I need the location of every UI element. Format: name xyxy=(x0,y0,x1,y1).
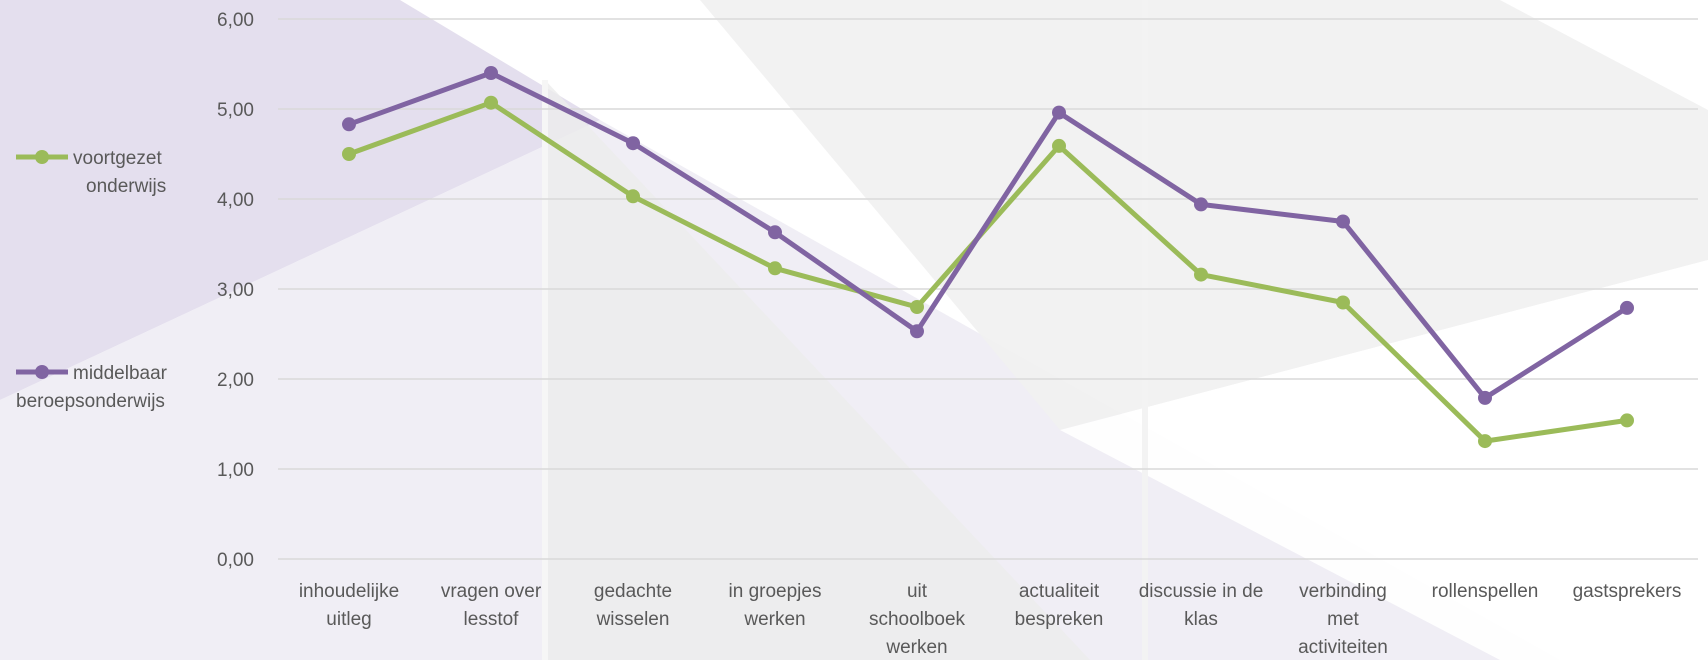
x-tick-label: rollenspellen xyxy=(1432,581,1539,602)
x-tick-label: in groepjes werken xyxy=(729,581,822,630)
legend-label: middelbaar beroepsonderwijs xyxy=(16,363,168,412)
data-point xyxy=(1336,295,1350,310)
x-tick-label: vragen over lesstof xyxy=(441,581,542,630)
data-point xyxy=(484,95,498,110)
data-point xyxy=(1336,214,1350,229)
y-tick-label: 3,00 xyxy=(217,280,254,301)
data-point xyxy=(768,225,782,240)
data-point xyxy=(910,324,924,339)
x-tick-label: gedachte wisselen xyxy=(594,581,672,630)
data-point xyxy=(1620,300,1634,315)
x-tick-label: inhoudelijke uitleg xyxy=(299,581,399,630)
data-point xyxy=(1194,197,1208,212)
bg-gray-right-band xyxy=(700,0,1708,430)
data-point xyxy=(342,117,356,132)
data-point xyxy=(484,66,498,80)
data-point xyxy=(1620,413,1634,428)
legend-marker xyxy=(35,365,49,379)
legend-label: voortgezet onderwijs xyxy=(73,148,166,197)
y-tick-label: 0,00 xyxy=(217,550,254,571)
data-point xyxy=(1052,138,1066,153)
y-tick-label: 6,00 xyxy=(217,10,254,31)
x-tick-label: uit schoolboek werken xyxy=(869,581,966,658)
y-axis: 0,00 1,00 2,00 3,00 4,00 5,00 6,00 xyxy=(217,10,254,571)
gridlines xyxy=(278,18,1698,560)
x-tick-label: verbinding met activiteiten xyxy=(1298,581,1388,658)
data-point xyxy=(910,300,924,314)
series-lines xyxy=(346,70,1630,444)
data-point xyxy=(768,261,782,276)
y-tick-label: 4,00 xyxy=(217,190,254,211)
data-point xyxy=(1478,434,1492,449)
bg-gray-diamond xyxy=(545,80,1090,660)
x-tick-label: discussie in de klas xyxy=(1139,581,1264,630)
bg-purple-triangle xyxy=(0,0,600,400)
data-point xyxy=(1052,105,1066,120)
x-axis: inhoudelijke uitleg vragen over lesstof geda… xyxy=(299,581,1682,658)
data-point xyxy=(1478,390,1492,405)
data-point xyxy=(626,189,640,204)
data-point xyxy=(626,136,640,151)
y-tick-label: 2,00 xyxy=(217,370,254,391)
legend-marker xyxy=(35,150,49,164)
data-point xyxy=(342,147,356,161)
data-point xyxy=(1194,267,1208,282)
x-tick-label: gastsprekers xyxy=(1573,581,1682,602)
y-tick-label: 1,00 xyxy=(217,460,254,481)
series-points xyxy=(342,66,1634,449)
series-line-1 xyxy=(346,70,1630,401)
legend: voortgezet onderwijs middelbaar beroepsonde… xyxy=(16,148,168,412)
x-tick-label: actualiteit bespreken xyxy=(1015,581,1104,630)
y-tick-label: 5,00 xyxy=(217,100,254,121)
